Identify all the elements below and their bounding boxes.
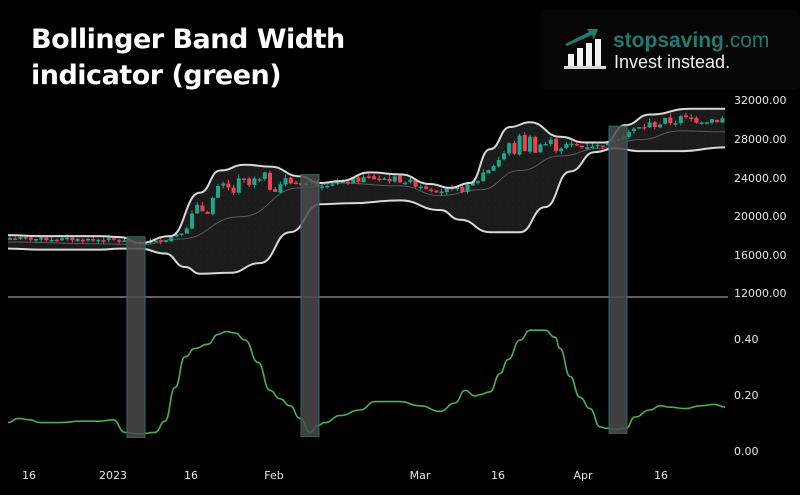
time-tick-label: Apr	[573, 469, 593, 482]
squeeze-highlight-2	[300, 174, 320, 437]
time-tick-label: 16	[491, 469, 505, 482]
title-line-1: Bollinger Band Width	[31, 24, 345, 55]
logo-brand-name: stopsaving	[613, 29, 724, 52]
title-line-2: indicator (green)	[31, 60, 282, 91]
logo-brand: stopsaving.com	[613, 29, 769, 53]
bbw-line	[7, 329, 726, 435]
squeeze-highlight-3	[608, 125, 628, 434]
chart-title: Bollinger Band Width indicator (green)	[31, 22, 345, 94]
logo-brand-suffix: .com	[723, 29, 770, 52]
bbw-tick-label: 0.20	[734, 389, 759, 402]
time-tick-label: 2023	[99, 469, 127, 482]
price-tick-label: 20000.00	[734, 210, 787, 223]
time-tick-label: Feb	[264, 469, 284, 482]
logo-tagline: Invest instead.	[614, 52, 731, 72]
bbw-tick-label: 0.00	[734, 445, 759, 458]
squeeze-highlights	[126, 125, 628, 438]
bar-chart-up-arrow-icon	[564, 29, 606, 69]
price-tick-label: 16000.00	[734, 249, 787, 262]
time-tick-label: 16	[22, 469, 36, 482]
price-tick-label: 24000.00	[734, 172, 787, 185]
time-tick-label: 16	[184, 469, 198, 482]
bbw-tick-label: 0.40	[734, 333, 759, 346]
squeeze-highlight-1	[126, 236, 146, 438]
price-tick-label: 28000.00	[734, 133, 787, 146]
time-tick-label: Mar	[409, 469, 431, 482]
price-tick-label: 12000.00	[734, 287, 787, 300]
price-tick-label: 32000.00	[734, 94, 787, 107]
upper-band-line	[7, 107, 725, 244]
time-tick-label: 16	[654, 469, 668, 482]
logo-badge	[540, 10, 800, 90]
